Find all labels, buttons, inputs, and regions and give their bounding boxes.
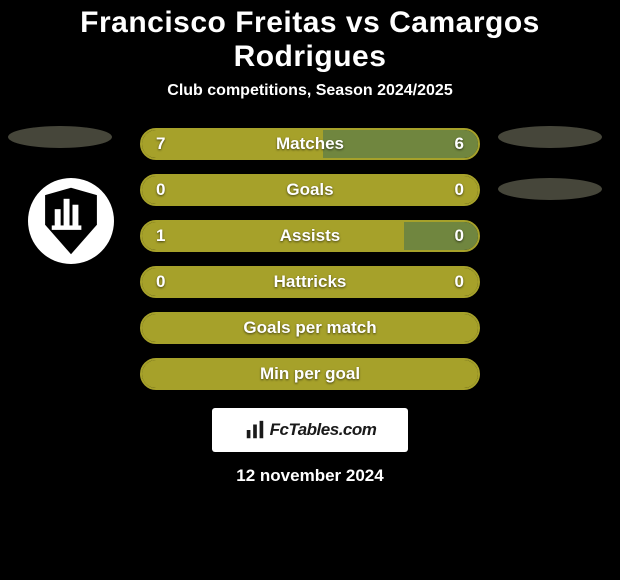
stat-value-right: 0: [455, 180, 464, 200]
stat-row: Min per goal: [140, 358, 480, 390]
stat-label: Goals: [286, 180, 333, 200]
stat-row: Goals 0 0: [140, 174, 480, 206]
stat-row: Matches 7 6: [140, 128, 480, 160]
stat-fill-left: [142, 222, 404, 250]
stat-row: Hattricks 0 0: [140, 266, 480, 298]
stat-value-right: 0: [455, 226, 464, 246]
stat-value-left: 0: [156, 180, 165, 200]
stat-value-right: 0: [455, 272, 464, 292]
stat-row: Assists 1 0: [140, 220, 480, 252]
stat-row: Goals per match: [140, 312, 480, 344]
footer-date: 12 november 2024: [236, 466, 383, 486]
right-club-placeholder: [498, 178, 602, 200]
academica-crest-icon: [34, 184, 108, 258]
bars-icon: [244, 419, 266, 441]
stat-fill-right: [404, 222, 478, 250]
stat-value-right: 6: [455, 134, 464, 154]
stat-value-left: 0: [156, 272, 165, 292]
logo-text: FcTables.com: [270, 420, 377, 440]
stat-value-left: 1: [156, 226, 165, 246]
stat-value-left: 7: [156, 134, 165, 154]
stat-label: Matches: [276, 134, 344, 154]
fctables-logo: FcTables.com: [212, 408, 408, 452]
left-player-placeholder: [8, 126, 112, 148]
stat-label: Assists: [280, 226, 340, 246]
left-club-badge: [28, 178, 114, 264]
stat-label: Min per goal: [260, 364, 360, 384]
stat-label: Hattricks: [274, 272, 347, 292]
comparison-infographic: Francisco Freitas vs Camargos Rodrigues …: [0, 0, 620, 580]
stat-bars: Matches76Goals00Assists10Hattricks00Goal…: [0, 128, 620, 390]
subtitle: Club competitions, Season 2024/2025: [167, 82, 452, 100]
page-title: Francisco Freitas vs Camargos Rodrigues: [0, 6, 620, 74]
stat-label: Goals per match: [243, 318, 376, 338]
right-player-placeholder: [498, 126, 602, 148]
